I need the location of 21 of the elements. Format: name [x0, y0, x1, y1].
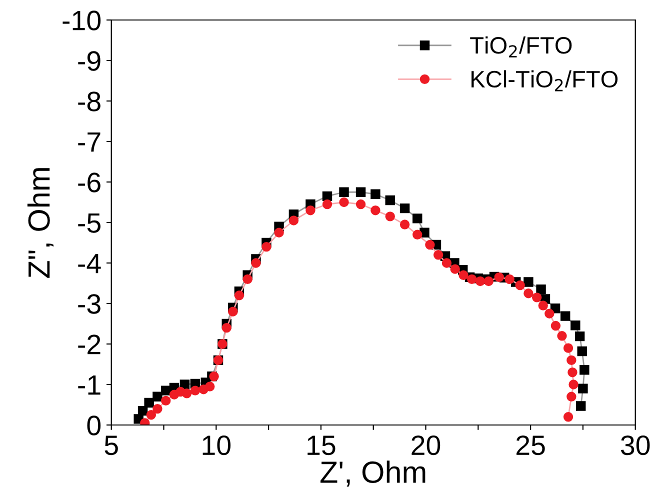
- y-tick-label: -2: [78, 334, 100, 354]
- x-tick-label: 5: [104, 436, 118, 456]
- y-tick-label: -6: [78, 172, 100, 192]
- x-axis-title: Z', Ohm: [320, 460, 426, 487]
- y-tick-label: -7: [78, 132, 100, 152]
- y-tick-label: -10: [62, 10, 101, 30]
- x-tick-label: 25: [516, 435, 545, 456]
- x-tick-label: 30: [620, 435, 650, 456]
- y-tick-label: 0: [87, 416, 101, 436]
- y-tick-label: -8: [78, 92, 100, 112]
- legend-label: TiO$_{2}$/FTO: [470, 36, 572, 58]
- x-tick-label: 20: [412, 435, 440, 456]
- y-tick-label: -4: [78, 254, 101, 274]
- y-axis-title: Z", Ohm: [27, 168, 54, 278]
- y-tick-label: -1: [78, 375, 100, 395]
- x-tick-label: 15: [308, 436, 336, 456]
- legend-label: KCl-TiO$_{2}$/FTO: [472, 70, 618, 92]
- y-tick-label: -5: [78, 213, 100, 233]
- y-tick-label: -3: [78, 294, 100, 314]
- x-tick-label: 10: [202, 435, 231, 456]
- y-tick-label: -9: [78, 51, 100, 71]
